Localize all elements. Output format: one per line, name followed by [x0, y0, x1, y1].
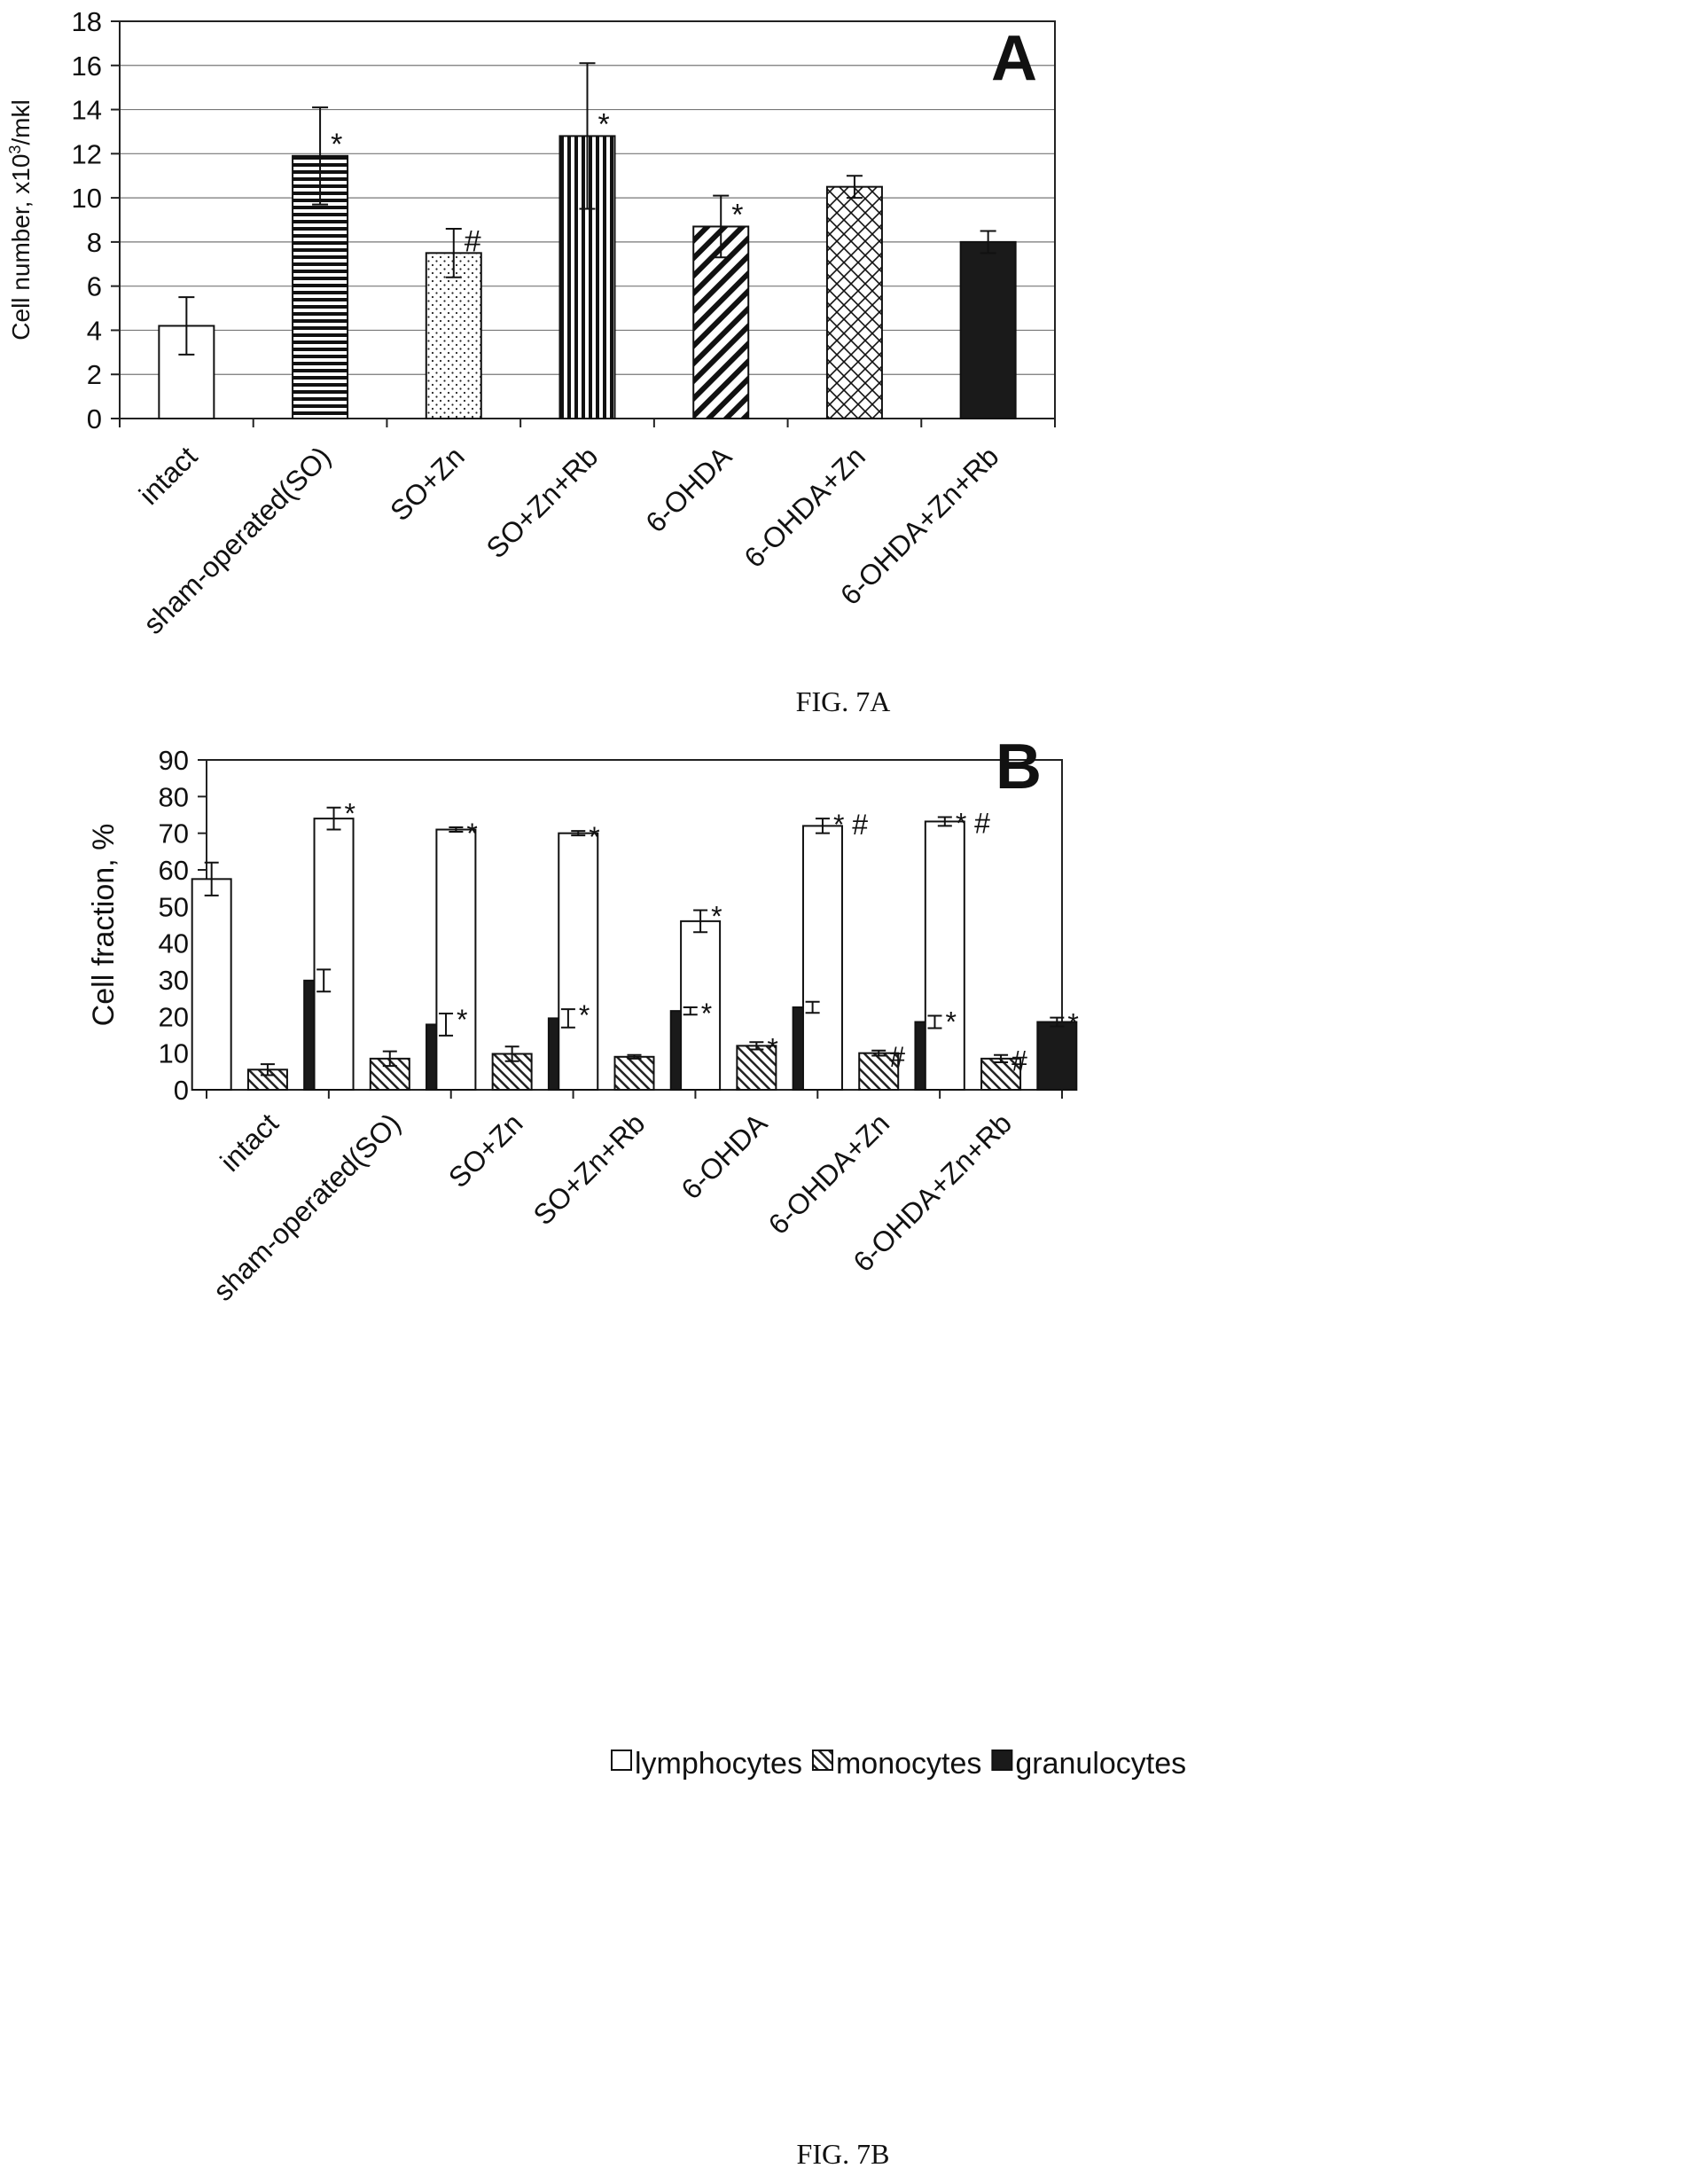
- chart-b-category-label: intact: [214, 1107, 285, 1178]
- chart-a-category-label: SO+Zn+Rb: [480, 440, 605, 564]
- chart-a-y-tick-label: 10: [72, 183, 102, 214]
- figure-caption-a: FIG. 7A: [796, 685, 891, 717]
- chart-a-bar: [692, 225, 750, 419]
- chart-a-category-label: SO+Zn: [384, 440, 471, 527]
- chart-a-panel-letter: A: [991, 23, 1037, 94]
- chart-b-significance-marker: #: [1011, 1045, 1027, 1077]
- chart-b-significance-marker: *: [589, 821, 599, 853]
- chart-b-bar-lymphocytes: [680, 920, 722, 1092]
- chart-b-panel-letter: B: [996, 732, 1042, 802]
- chart-a-bar: [825, 185, 883, 420]
- chart-a-bar: [425, 252, 482, 420]
- chart-b-y-tick-label: 80: [159, 781, 189, 812]
- chart-a-y-tick-label: 16: [72, 51, 102, 82]
- chart-a-significance-marker: *: [598, 107, 610, 141]
- chart-a-y-tick-label: 6: [87, 271, 102, 302]
- chart-b-bar-lymphocytes: [801, 825, 843, 1092]
- chart-a-significance-marker: *: [731, 198, 743, 231]
- chart-b-y-tick-label: 40: [159, 928, 189, 959]
- chart-b-y-tick-label: 90: [159, 745, 189, 776]
- chart-b-legend: lymphocytes monocytes granulocytes: [611, 1747, 1186, 1781]
- chart-b-y-tick-label: 20: [159, 1001, 189, 1032]
- chart-b-legend-swatch-granulocytes: [991, 1750, 1013, 1771]
- chart-b-bar-lymphocytes: [924, 820, 965, 1091]
- chart-b-legend-label-lymphocytes: lymphocytes: [635, 1747, 802, 1781]
- chart-a-y-axis: 0 2 4 6 8 10 12 14 16 18: [72, 6, 120, 434]
- chart-b-bar-monocytes: [980, 1057, 1022, 1092]
- chart-b-category-label: 6-OHDA: [675, 1107, 773, 1205]
- chart-b-legend-label-granulocytes: granulocytes: [1015, 1747, 1186, 1781]
- chart-b-significance-marker: *: [945, 1006, 956, 1038]
- chart-b-bar-monocytes: [736, 1045, 777, 1092]
- chart-b-significance-marker: *: [345, 798, 355, 830]
- chart-b-y-tick-label: 60: [159, 855, 189, 886]
- chart-b-legend-swatch-lymphocytes: [611, 1750, 632, 1771]
- chart-a-bars: [158, 135, 1017, 420]
- chart-a-category-label: 6-OHDA+Zn: [738, 440, 871, 574]
- chart-a-y-tick-label: 18: [72, 6, 102, 37]
- chart-b-significance-marker: *: [579, 999, 590, 1031]
- chart-a-y-axis-label: Cell number, x103/mkl: [6, 99, 35, 340]
- chart-b-category-label: 6-OHDA+Zn: [762, 1107, 896, 1241]
- chart-b-y-tick-label: 70: [159, 818, 189, 849]
- chart-b-y-tick-label: 0: [174, 1075, 189, 1106]
- chart-b-significance-marker: *: [1067, 1008, 1078, 1040]
- chart-b-significance-marker: * #: [833, 809, 868, 841]
- chart-b-y-tick-label: 50: [159, 891, 189, 922]
- chart-a-significance-marker: *: [331, 128, 342, 161]
- chart-a-bar: [558, 135, 616, 420]
- chart-b-bar-lymphocytes: [435, 828, 477, 1091]
- chart-b: 0 10 20 30 40 50 60 70 80 90 * * * * * * * * * # # * * # # * B…: [87, 732, 1186, 1781]
- chart-b-bar-monocytes: [858, 1052, 900, 1091]
- chart-a-y-tick-label: 4: [87, 315, 102, 346]
- chart-a-annotations: * # * *: [331, 107, 743, 258]
- chart-a-y-axis-label-superscript: 3: [6, 145, 24, 154]
- chart-a-y-tick-label: 14: [72, 95, 102, 126]
- chart-b-significance-marker: *: [711, 900, 722, 932]
- chart-a-bar: [959, 240, 1017, 419]
- chart-b-significance-marker: *: [457, 1004, 467, 1036]
- chart-a-y-axis-label-text: Cell number, x10: [7, 154, 35, 341]
- chart-a-x-axis: [119, 419, 1056, 427]
- chart-a-y-tick-label: 12: [72, 138, 102, 169]
- chart-a-category-label: intact: [133, 440, 204, 511]
- figure-caption-b: FIG. 7B: [797, 2138, 890, 2170]
- chart-b-legend-label-monocytes: monocytes: [836, 1747, 981, 1781]
- chart-b-error-bars: [204, 806, 1065, 1076]
- chart-b-y-tick-label: 30: [159, 965, 189, 996]
- chart-b-y-axis-label: Cell fraction, %: [87, 824, 121, 1027]
- chart-b-annotations: * * * * * * * * * # # * * # # *: [345, 798, 1079, 1077]
- chart-a-y-axis-label-unit: /mkl: [7, 99, 35, 145]
- chart-a-y-tick-label: 0: [87, 403, 102, 434]
- chart-b-significance-marker: *: [466, 818, 477, 849]
- chart-b-bar-lymphocytes: [558, 832, 599, 1092]
- chart-a-error-bars: [178, 62, 996, 356]
- chart-b-x-axis: [206, 1090, 1063, 1099]
- chart-b-bar-lymphocytes: [313, 818, 355, 1092]
- chart-b-legend-swatch-monocytes: [811, 1750, 833, 1771]
- chart-a-significance-marker: #: [465, 224, 481, 258]
- chart-b-bar-granulocytes: [1036, 1021, 1078, 1091]
- chart-b-significance-marker: *: [701, 998, 712, 1029]
- chart-b-bar-lymphocytes: [191, 878, 232, 1091]
- chart-b-y-axis: 0 10 20 30 40 50 60 70 80 90: [159, 745, 207, 1106]
- chart-a-category-label: 6-OHDA: [639, 440, 738, 538]
- chart-b-significance-marker: * #: [956, 807, 990, 839]
- chart-b-bars: [191, 818, 1078, 1092]
- chart-b-y-tick-label: 10: [159, 1038, 189, 1069]
- chart-a-y-tick-label: 2: [87, 359, 102, 390]
- chart-a: 0 2 4 6 8 10 12 14 16 18 * # * * A Cell number, x103…: [6, 6, 1056, 640]
- chart-b-bar-monocytes: [613, 1055, 655, 1092]
- chart-b-category-label: SO+Zn+Rb: [527, 1107, 652, 1231]
- chart-a-y-tick-label: 8: [87, 227, 102, 258]
- chart-b-significance-marker: *: [767, 1032, 777, 1064]
- chart-b-category-label: SO+Zn: [442, 1107, 529, 1194]
- chart-b-significance-marker: #: [889, 1041, 905, 1073]
